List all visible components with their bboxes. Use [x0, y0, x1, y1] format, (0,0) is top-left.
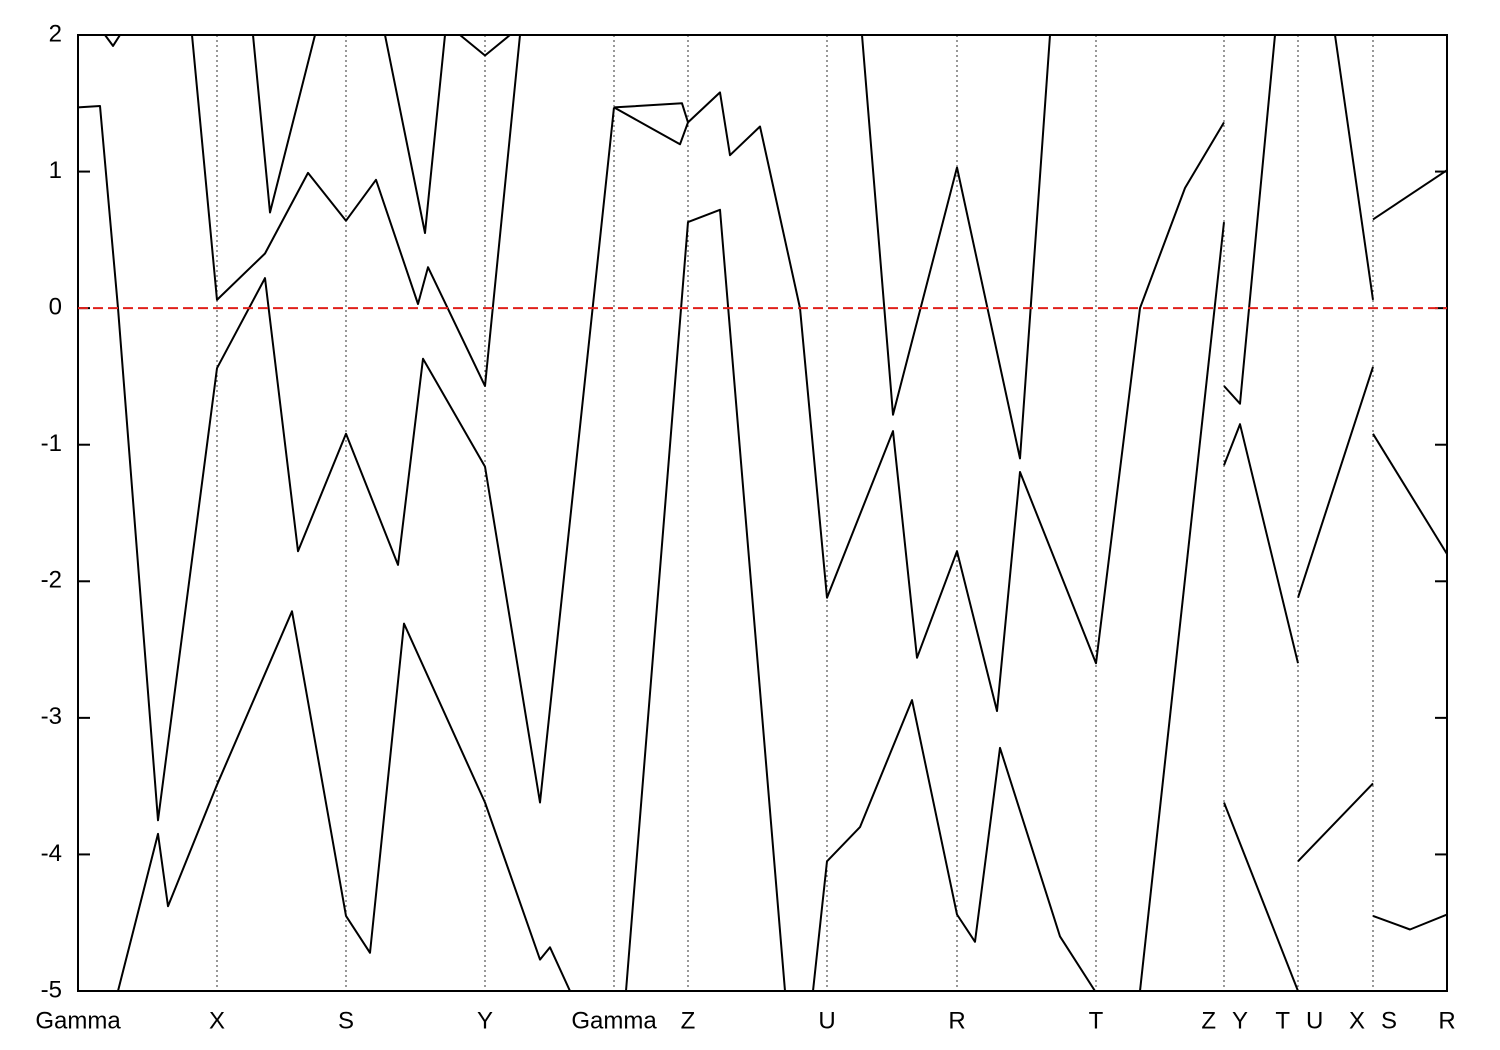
x-tick-label: T [1089, 1007, 1104, 1034]
band-line [117, 610, 571, 991]
x-tick-label: Z [1201, 1007, 1216, 1034]
band-line [1223, 802, 1299, 991]
y-tick-label: 2 [49, 20, 62, 47]
x-tick-label: R [1438, 1007, 1455, 1034]
band-line [252, 35, 316, 214]
y-tick-label: -1 [41, 430, 62, 457]
y-tick-label: -4 [41, 840, 62, 867]
x-tick-label: Z [681, 1007, 696, 1034]
band-line [1223, 423, 1299, 664]
y-tick-label: -5 [41, 976, 62, 1003]
band-line [1334, 35, 1374, 301]
band-line [1297, 366, 1374, 599]
x-tick-label: X [209, 1007, 225, 1034]
band-line [861, 35, 1051, 460]
bands [78, 35, 1447, 991]
band-line [1372, 913, 1447, 931]
x-tick-label: U [818, 1007, 835, 1034]
y-tick-label: 0 [49, 293, 62, 320]
band-line [613, 91, 1225, 712]
y-tick-label: 1 [49, 157, 62, 184]
y-tick-label: -3 [41, 703, 62, 730]
band-line [78, 105, 615, 822]
x-tick-label: S [1381, 1007, 1397, 1034]
x-tick-label: Gamma [35, 1007, 121, 1034]
band-line [1223, 35, 1276, 405]
x-tick-label: X [1349, 1007, 1365, 1034]
band-line [1372, 433, 1447, 555]
band-line [812, 699, 1096, 991]
x-tick-label: U [1306, 1007, 1323, 1034]
band-line [613, 106, 689, 146]
band-line [104, 35, 121, 47]
band-line [191, 35, 521, 387]
x-tick-label: Gamma [571, 1007, 657, 1034]
band-line [459, 35, 511, 57]
x-tick-label: S [338, 1007, 354, 1034]
band-line [625, 208, 786, 991]
x-tick-label: R [948, 1007, 965, 1034]
band-line [1372, 169, 1447, 221]
x-tick-label: T [1275, 1007, 1290, 1034]
y-tick-label: -2 [41, 567, 62, 594]
x-tick-label: Y [477, 1007, 493, 1034]
band-line [1297, 782, 1374, 862]
band-line [384, 35, 446, 234]
band-line [1139, 221, 1225, 991]
plot-frame [77, 34, 1448, 992]
x-tick-label: Y [1232, 1007, 1248, 1034]
